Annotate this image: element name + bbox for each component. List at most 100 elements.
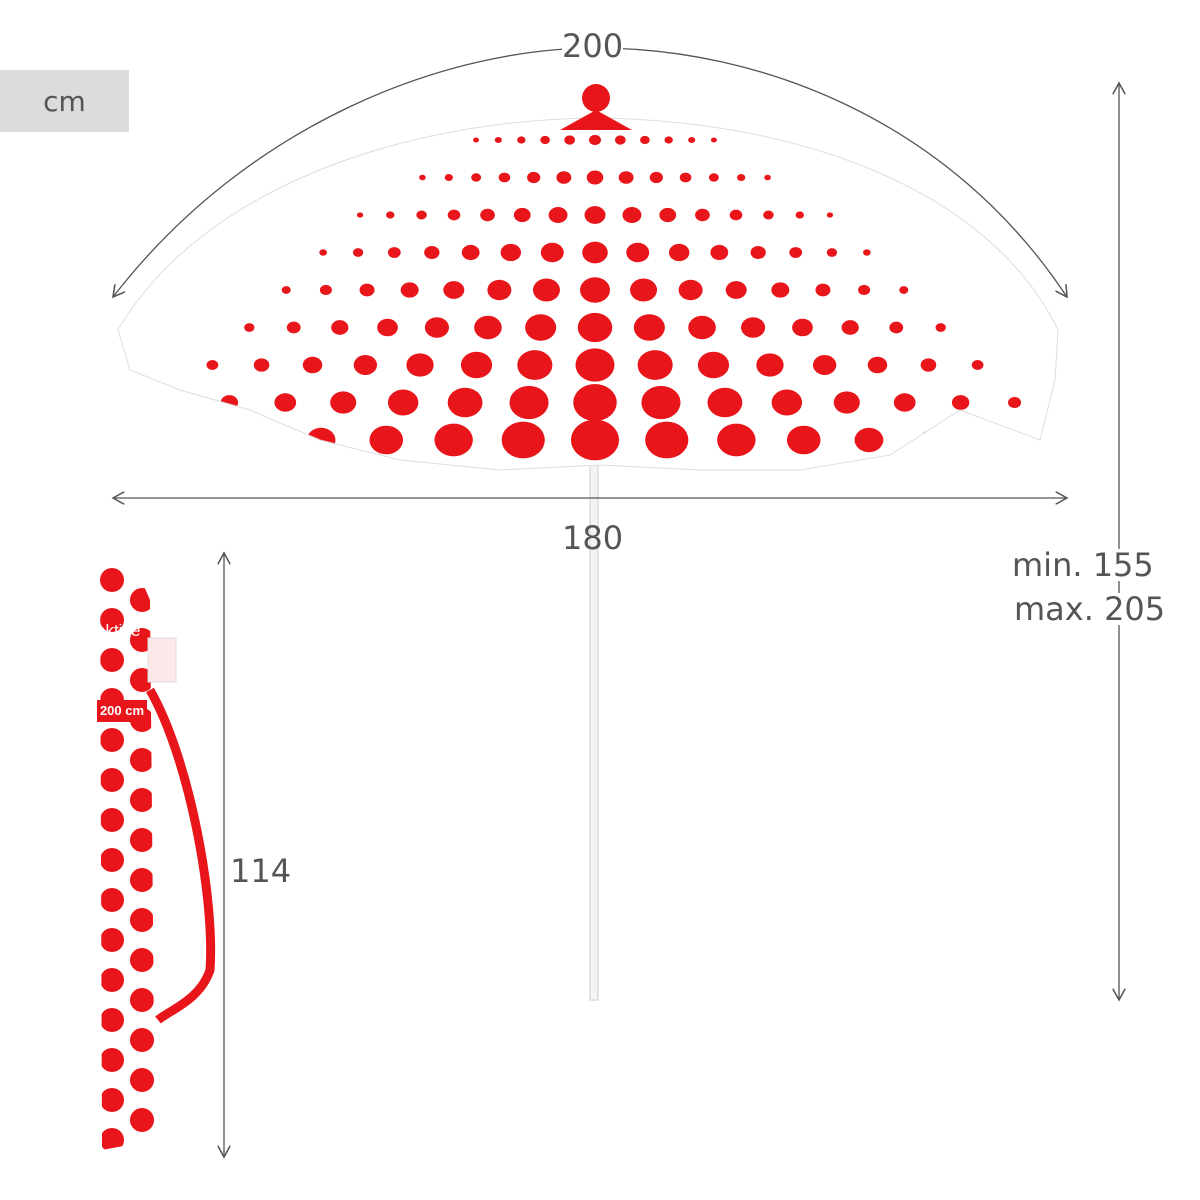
canopy-dot xyxy=(708,173,719,182)
canopy-dot xyxy=(206,360,219,370)
canopy-dot xyxy=(527,171,541,184)
canopy-dot xyxy=(668,243,690,262)
bag-length-label: 114 xyxy=(230,852,292,890)
canopy-dot xyxy=(763,210,774,220)
canopy-dot xyxy=(400,282,419,298)
canopy-dot xyxy=(494,136,502,144)
canopy-dot xyxy=(387,247,401,258)
canopy-dot xyxy=(971,360,984,370)
canopy-dot xyxy=(626,242,650,263)
canopy-dot xyxy=(737,173,746,182)
canopy-dot xyxy=(443,281,465,299)
canopy-dot xyxy=(678,279,703,301)
canopy-dot xyxy=(302,356,323,374)
canopy-dot xyxy=(575,348,615,382)
bag-dot xyxy=(100,648,124,672)
canopy-dot xyxy=(564,135,576,145)
canopy-dot xyxy=(187,431,207,449)
canopy-dot xyxy=(710,137,717,143)
canopy-dot xyxy=(447,387,483,418)
canopy-dot xyxy=(697,351,730,379)
canopy-dot xyxy=(353,355,378,375)
canopy-dot xyxy=(786,425,821,455)
canopy-dot xyxy=(750,245,766,260)
canopy-dot xyxy=(633,314,665,341)
canopy-dot xyxy=(741,317,766,338)
canopy-dot xyxy=(577,312,613,343)
canopy-dot xyxy=(556,171,572,184)
canopy-dot xyxy=(618,171,634,184)
canopy-dot xyxy=(630,278,658,302)
canopy-dot xyxy=(586,170,604,185)
canopy-dot xyxy=(480,208,495,222)
canopy-dot xyxy=(540,242,564,263)
canopy-dot xyxy=(867,356,888,374)
canopy-dot xyxy=(1044,433,1058,447)
bag-logo-text: aktive xyxy=(96,621,141,640)
canopy-dot xyxy=(951,395,970,410)
canopy-dot xyxy=(473,137,480,143)
canopy-dot xyxy=(833,391,860,414)
bag-dot xyxy=(130,748,154,772)
canopy-dot xyxy=(501,421,545,459)
canopy-dot xyxy=(513,207,531,223)
height-min-label: min. 155 xyxy=(1012,546,1154,584)
canopy-dot xyxy=(863,249,871,256)
canopy-dot xyxy=(571,419,619,461)
bag-dot xyxy=(130,1068,154,1092)
unit-label: cm xyxy=(0,70,129,132)
canopy-dot xyxy=(424,245,440,260)
canopy-dot xyxy=(614,135,626,145)
bag-dot xyxy=(100,608,124,632)
canopy-dot xyxy=(679,172,692,183)
canopy-dot xyxy=(517,350,553,380)
bag-dot xyxy=(100,848,124,872)
bag-dot xyxy=(130,828,154,852)
canopy-dot xyxy=(244,323,255,332)
canopy-dot xyxy=(659,207,677,223)
canopy-dot xyxy=(756,353,784,377)
canopy-dot xyxy=(725,281,747,299)
bag-dot xyxy=(100,888,124,912)
bag-dot xyxy=(130,908,154,932)
canopy-dot xyxy=(815,283,831,297)
canopy-dot xyxy=(331,320,349,335)
bag-dot xyxy=(100,728,124,752)
canopy-dot xyxy=(688,315,716,340)
canopy-dot xyxy=(729,209,743,221)
canopy-dot xyxy=(330,391,357,414)
canopy-dot xyxy=(920,358,937,372)
canopy-dot xyxy=(710,244,729,261)
bag-dot xyxy=(130,1148,154,1150)
canopy-dot xyxy=(664,136,673,144)
bag-dot xyxy=(130,1108,154,1132)
canopy-dot xyxy=(447,209,461,221)
bag-dot xyxy=(100,1128,124,1150)
canopy-dot xyxy=(461,244,480,261)
canopy-dot xyxy=(858,284,871,296)
canopy-dot xyxy=(319,284,332,296)
canopy-dot xyxy=(532,278,560,302)
canopy-dot xyxy=(500,243,522,262)
canopy-dot xyxy=(131,433,146,447)
canopy-dot xyxy=(707,387,743,418)
canopy-dot xyxy=(281,286,291,294)
canopy-dot xyxy=(548,206,568,224)
umbrella-canopy xyxy=(118,118,1058,470)
bag-dot xyxy=(130,788,154,812)
canopy-dot xyxy=(717,423,756,457)
canopy-dot xyxy=(589,134,601,146)
canopy-dot xyxy=(764,174,771,181)
canopy-dot xyxy=(352,248,364,257)
canopy-dot xyxy=(1008,396,1022,409)
canopy-dot xyxy=(356,212,364,218)
canopy-dot xyxy=(792,318,813,337)
canopy-dot xyxy=(474,315,502,340)
canopy-dot xyxy=(826,212,834,218)
canopy-dot xyxy=(899,286,909,294)
canopy-dot xyxy=(377,318,398,337)
canopy-dot xyxy=(246,429,271,451)
canopy-dot xyxy=(573,384,617,421)
canopy-dot xyxy=(509,385,549,420)
